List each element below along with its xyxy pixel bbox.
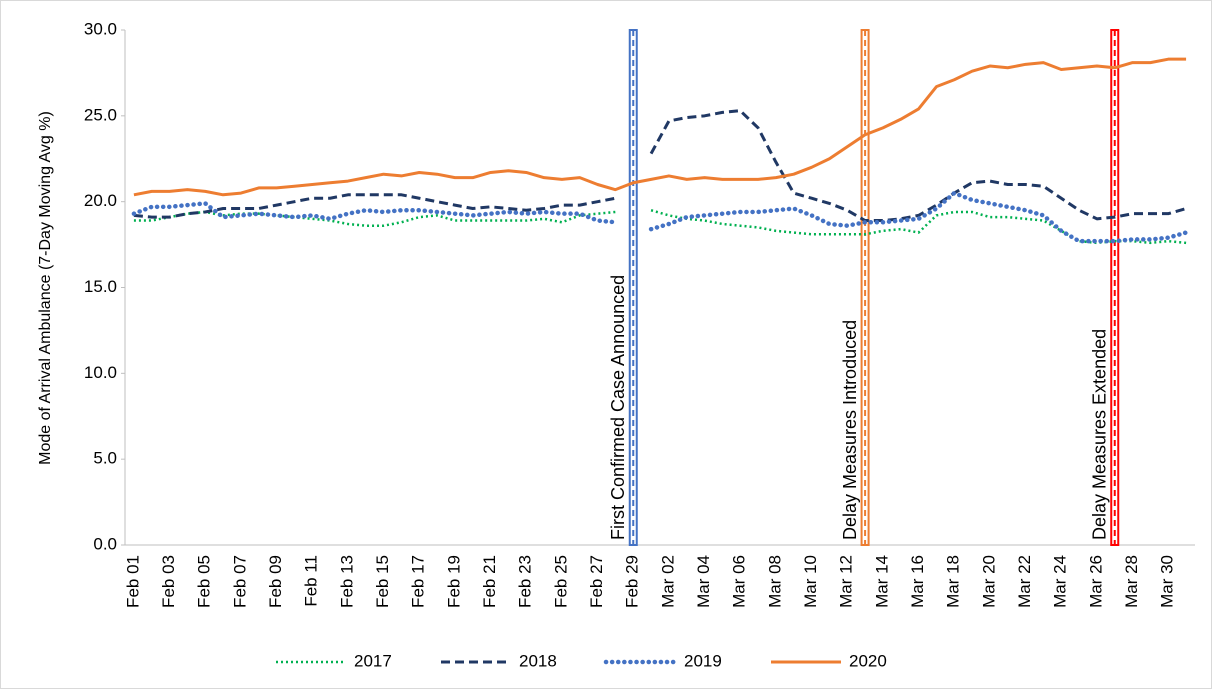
x-tick-label: Mar 20: [979, 555, 998, 608]
x-tick-label: Feb 05: [195, 555, 214, 608]
series-line: [133, 109, 1187, 223]
x-tick-label: Mar 12: [837, 555, 856, 608]
x-tick-label: Mar 10: [801, 555, 820, 608]
y-tick-label: 10.0: [84, 363, 117, 382]
x-tick-label: Feb 09: [266, 555, 285, 608]
y-tick-label: 25.0: [84, 105, 117, 124]
x-tick-label: Feb 17: [409, 555, 428, 608]
x-tick-label: Mar 08: [765, 555, 784, 608]
legend-label: 2019: [684, 651, 722, 670]
event-line: [628, 29, 638, 546]
y-tick-label: 5.0: [93, 449, 117, 468]
x-tick-label: Feb 23: [516, 555, 535, 608]
x-tick-label: Mar 18: [944, 555, 963, 608]
x-tick-label: Feb 25: [551, 555, 570, 608]
x-tick-label: Feb 19: [444, 555, 463, 608]
x-tick-label: Mar 16: [908, 555, 927, 608]
x-tick-label: Feb 29: [623, 555, 642, 608]
x-tick-label: Feb 07: [230, 555, 249, 608]
event-line: [860, 29, 870, 546]
x-tick-label: Feb 15: [373, 555, 392, 608]
y-tick-label: 20.0: [84, 191, 117, 210]
y-tick-label: 30.0: [84, 19, 117, 38]
x-tick-label: Mar 02: [658, 555, 677, 608]
x-tick-label: Mar 28: [1122, 555, 1141, 608]
x-tick-label: Feb 13: [337, 555, 356, 608]
x-tick-label: Mar 04: [694, 555, 713, 608]
series-line: [133, 57, 1187, 197]
y-tick-label: 15.0: [84, 277, 117, 296]
series-line: [133, 209, 1187, 245]
x-tick-label: Mar 22: [1015, 555, 1034, 608]
x-tick-label: Feb 27: [587, 555, 606, 608]
x-tick-label: Mar 06: [730, 555, 749, 608]
legend-label: 2017: [354, 651, 392, 670]
y-axis-label: Mode of Arrival Ambulance (7-Day Moving …: [37, 111, 54, 465]
annotation: First Confirmed Case Announced: [608, 275, 628, 540]
x-tick-label: Feb 01: [123, 555, 142, 608]
y-tick-label: 0.0: [93, 534, 117, 553]
x-tick-label: Mar 14: [872, 555, 891, 608]
annotation: Delay Measures Introduced: [840, 320, 860, 540]
x-tick-label: Mar 30: [1158, 555, 1177, 608]
series-line: [131, 190, 1189, 244]
event-line: [1110, 29, 1120, 546]
legend-label: 2018: [519, 651, 557, 670]
annotation: Delay Measures Extended: [1090, 329, 1110, 540]
legend-label: 2020: [849, 651, 887, 670]
x-tick-label: Mar 26: [1086, 555, 1105, 608]
x-tick-label: Feb 03: [159, 555, 178, 608]
x-tick-label: Feb 11: [302, 555, 321, 607]
x-tick-label: Mar 24: [1051, 555, 1070, 608]
x-tick-label: Feb 21: [480, 555, 499, 608]
